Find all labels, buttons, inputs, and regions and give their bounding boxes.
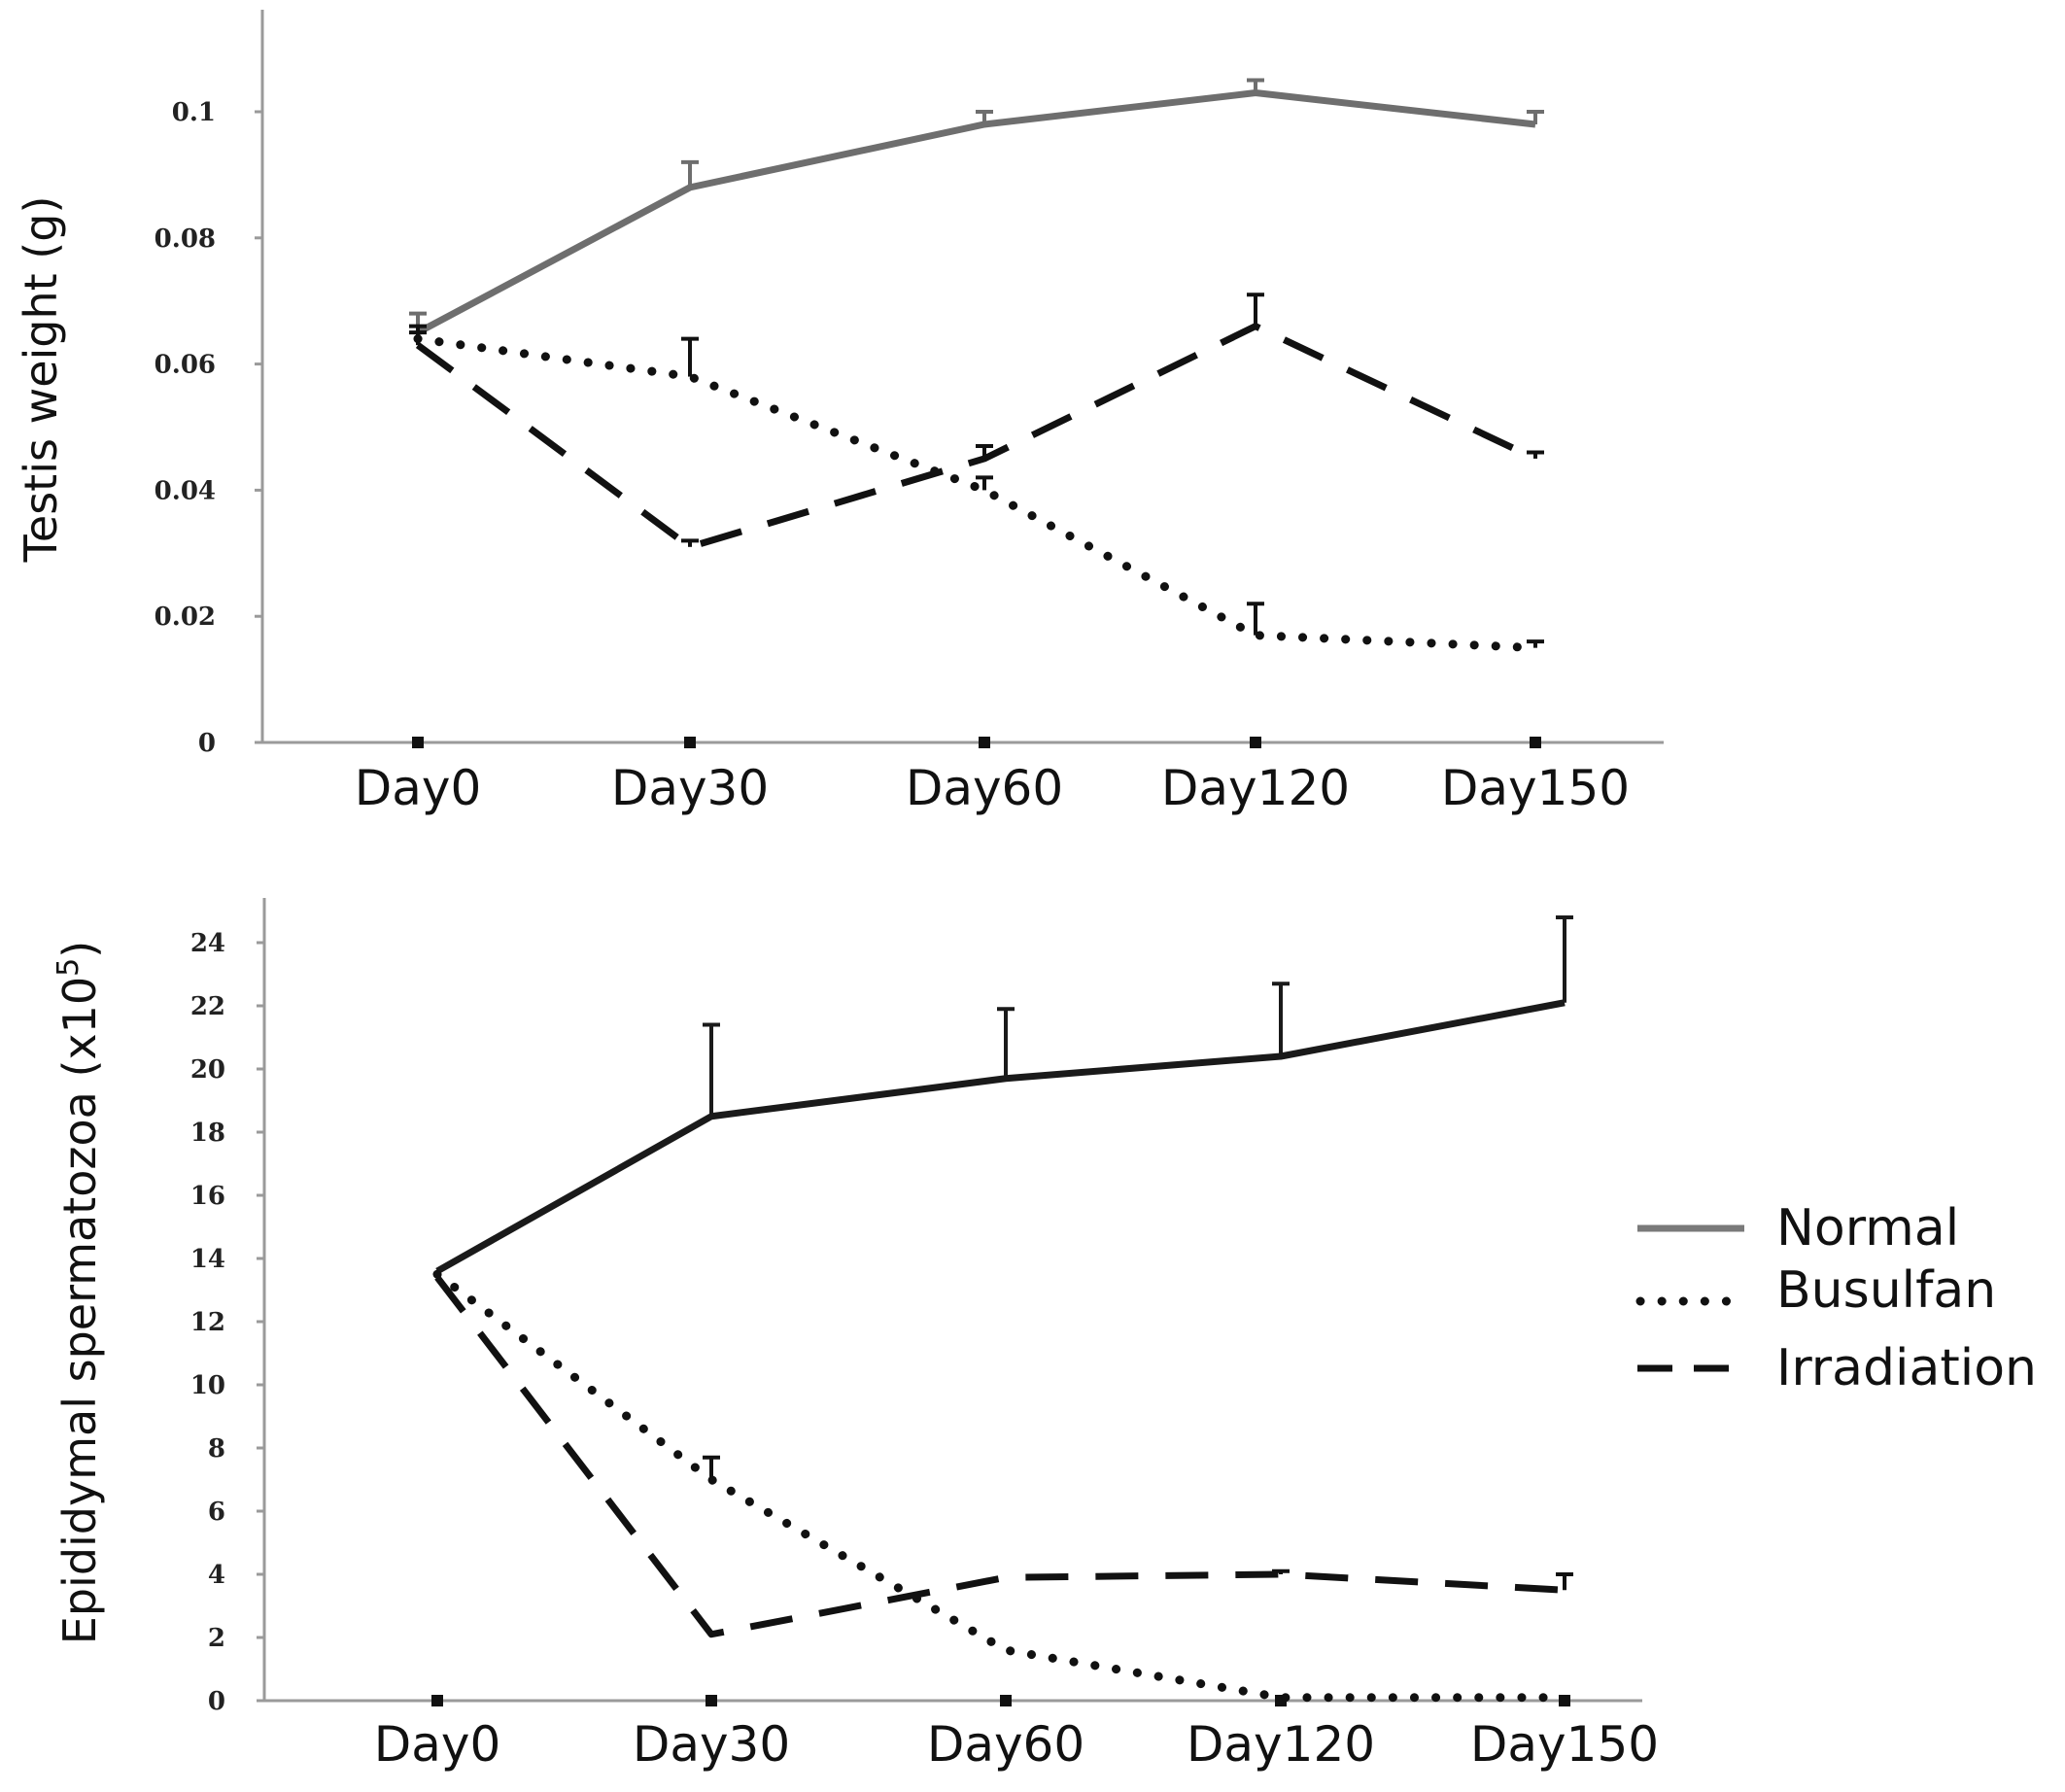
bottom-y-tick-label: 16 [190, 1182, 225, 1211]
bottom-y-tick-label: 24 [190, 929, 225, 958]
top-x-tick-label: Day120 [1161, 760, 1350, 816]
legend-label-irradiation: Irradiation [1776, 1339, 2037, 1397]
bottom-y-tick-label: 4 [208, 1561, 225, 1590]
legend-label-busulfan: Busulfan [1776, 1261, 1996, 1320]
bottom-y-tick-label: 8 [208, 1434, 225, 1464]
top-x-tick-marker [1250, 737, 1261, 748]
top-series-busulfan-line [413, 334, 1540, 653]
bottom-y-tick-label: 2 [208, 1624, 225, 1653]
y-axis-label-superscript: 5 [52, 958, 86, 977]
top-x-tick-marker [412, 737, 424, 748]
top-y-tick-label: 0.06 [155, 351, 216, 380]
testis-weight-chart: Testis weight (g) 0 0.02 0.04 0.06 0.08 0.1 Da… [15, 10, 1664, 816]
bottom-y-tick-label: 22 [190, 992, 225, 1021]
top-x-tick-label: Day0 [355, 760, 482, 816]
bottom-y-tick-label: 6 [208, 1498, 225, 1527]
bottom-series-irradiation-line [434, 1275, 1566, 1638]
bottom-x-tick-label: Day0 [374, 1716, 501, 1773]
bottom-y-tick-label: 10 [190, 1371, 225, 1400]
top-y-tick-label: 0.04 [155, 476, 216, 505]
y-axis-label-testis-weight: Testis weight (g) [15, 196, 67, 564]
bottom-x-tick-marker [706, 1695, 717, 1706]
top-x-tick-marker [684, 737, 696, 748]
top-x-tick-label: Day60 [906, 760, 1063, 816]
top-y-tick-label: 0.1 [172, 98, 216, 127]
spermatozoa-chart: Epididymal spermatozoa (x105) 0246810121… [52, 898, 1659, 1773]
bottom-series-busulfan-line [432, 1269, 1569, 1703]
bottom-y-tick-label: 14 [190, 1245, 225, 1274]
top-x-tick-marker [1530, 737, 1541, 748]
top-y-tick-label: 0.02 [155, 603, 216, 632]
y-axis-label-spermatozoa: Epididymal spermatozoa (x105) [52, 941, 106, 1644]
legend-label-normal: Normal [1776, 1199, 1959, 1258]
top-x-tick-marker [979, 737, 990, 748]
top-x-tick-label: Day150 [1441, 760, 1630, 816]
bottom-x-tick-marker [431, 1695, 443, 1706]
bottom-series-normal-line [435, 999, 1566, 1275]
y-axis-label-close-paren: ) [53, 941, 106, 958]
top-series-normal-line [416, 89, 1536, 336]
bottom-x-tick-marker [1000, 1695, 1012, 1706]
bottom-y-tick-label: 18 [190, 1119, 225, 1148]
y-axis-label-main: Epididymal spermatozoa (x10 [53, 977, 106, 1644]
bottom-x-tick-label: Day60 [927, 1716, 1084, 1773]
top-x-tick-label: Day30 [611, 760, 769, 816]
bottom-x-tick-label: Day120 [1187, 1716, 1375, 1773]
top-y-tick-label: 0 [198, 729, 216, 758]
top-y-tick-label: 0.08 [155, 224, 216, 254]
bottom-x-tick-label: Day30 [633, 1716, 790, 1773]
bottom-x-tick-label: Day150 [1470, 1716, 1659, 1773]
bottom-y-tick-label: 0 [208, 1687, 225, 1716]
bottom-x-tick-marker [1559, 1695, 1570, 1706]
legend: Normal Busulfan Irradiation [1635, 1199, 2037, 1397]
bottom-y-tick-label: 20 [190, 1055, 225, 1085]
bottom-y-tick-label: 12 [190, 1308, 225, 1337]
